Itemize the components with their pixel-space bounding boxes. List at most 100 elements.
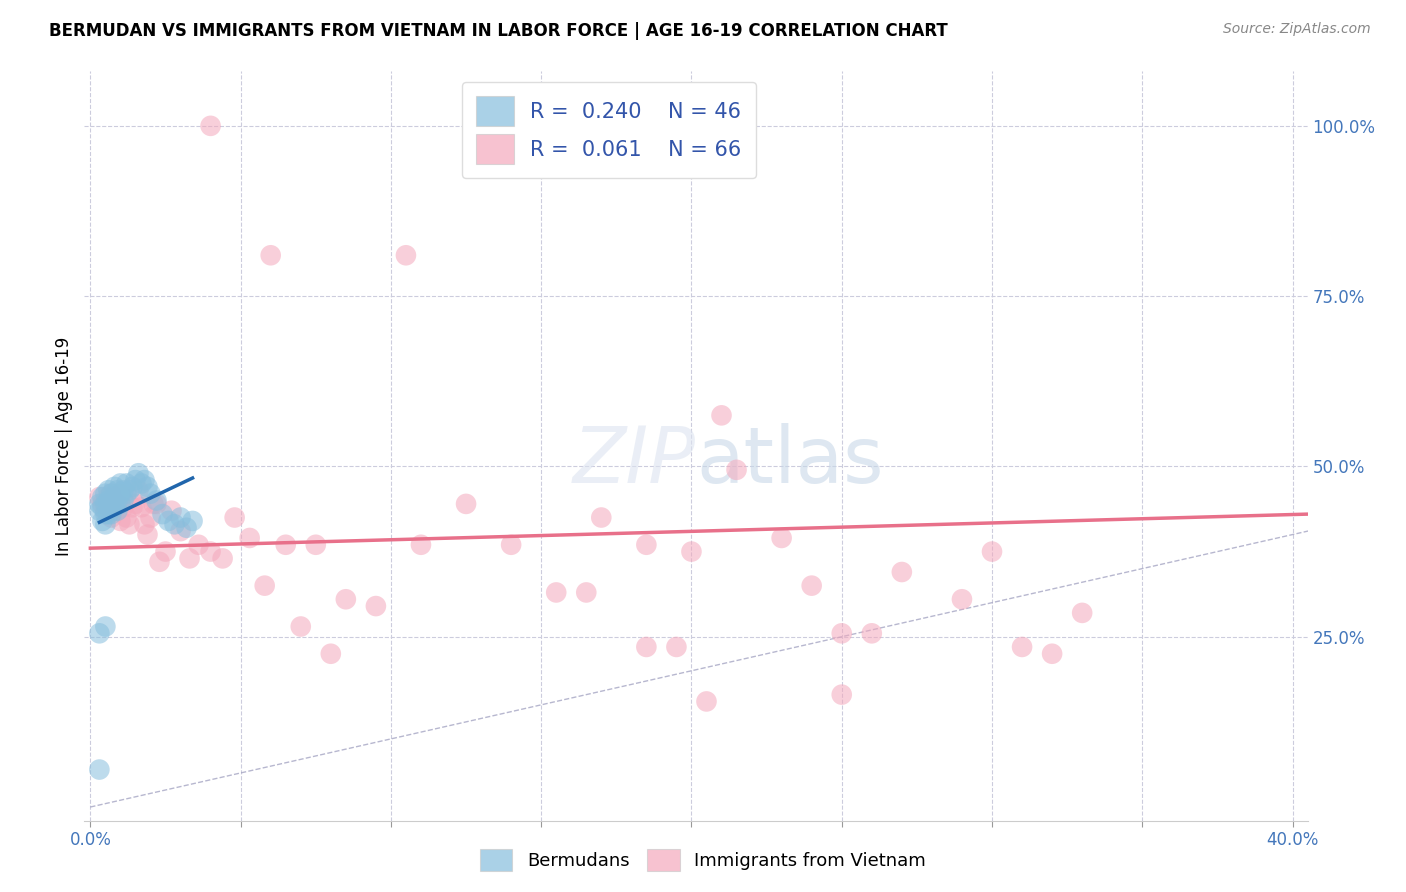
Point [860, 626, 883, 640]
Point [100, 486, 122, 500]
Point [409, 538, 432, 552]
Point [187, 538, 209, 552]
Point [501, 538, 523, 552]
Point [97, 493, 120, 508]
Point [124, 497, 146, 511]
Point [546, 585, 568, 599]
Point [148, 555, 170, 569]
Point [103, 500, 125, 515]
Text: BERMUDAN VS IMMIGRANTS FROM VIETNAM IN LABOR FORCE | AGE 16-19 CORRELATION CHART: BERMUDAN VS IMMIGRANTS FROM VIETNAM IN L… [49, 22, 948, 40]
Point [103, 504, 125, 518]
Point [115, 510, 138, 524]
Legend: Bermudans, Immigrants from Vietnam: Bermudans, Immigrants from Vietnam [472, 842, 934, 879]
Point [160, 504, 183, 518]
Point [97, 490, 120, 504]
Point [110, 486, 132, 500]
Point [831, 626, 853, 640]
Point [107, 493, 129, 508]
Point [305, 538, 328, 552]
Point [91, 500, 114, 515]
Point [134, 473, 156, 487]
Text: Source: ZipAtlas.com: Source: ZipAtlas.com [1223, 22, 1371, 37]
Point [107, 504, 129, 518]
Point [107, 497, 129, 511]
Point [152, 507, 174, 521]
Point [127, 467, 149, 481]
Point [636, 640, 658, 654]
Point [591, 510, 613, 524]
Point [770, 531, 793, 545]
Y-axis label: In Labor Force | Age 16-19: In Labor Force | Age 16-19 [55, 336, 73, 556]
Point [831, 688, 853, 702]
Point [112, 493, 135, 508]
Point [100, 486, 122, 500]
Point [136, 527, 159, 541]
Point [710, 409, 733, 423]
Point [335, 592, 357, 607]
Point [290, 619, 312, 633]
Point [118, 483, 141, 498]
Point [91, 514, 114, 528]
Text: atlas: atlas [696, 423, 883, 499]
Point [139, 510, 162, 524]
Point [112, 483, 135, 498]
Point [454, 497, 477, 511]
Point [224, 510, 246, 524]
Text: ZIP: ZIP [574, 423, 696, 499]
Point [169, 510, 191, 524]
Point [211, 551, 233, 566]
Point [115, 486, 138, 500]
Point [1011, 640, 1033, 654]
Point [121, 480, 143, 494]
Point [319, 647, 342, 661]
Point [110, 497, 132, 511]
Point [364, 599, 387, 613]
Point [136, 480, 159, 494]
Point [575, 585, 598, 599]
Point [890, 565, 912, 579]
Point [131, 476, 153, 491]
Point [665, 640, 688, 654]
Point [260, 248, 283, 262]
Point [121, 500, 143, 515]
Point [200, 544, 222, 558]
Point [124, 473, 146, 487]
Point [91, 490, 114, 504]
Point [131, 500, 153, 515]
Point [200, 119, 222, 133]
Point [107, 483, 129, 498]
Point [89, 504, 111, 518]
Point [981, 544, 1004, 558]
Point [142, 497, 165, 511]
Point [163, 517, 186, 532]
Point [636, 538, 658, 552]
Point [110, 514, 132, 528]
Point [169, 524, 191, 538]
Point [179, 551, 201, 566]
Point [800, 579, 823, 593]
Point [89, 490, 111, 504]
Point [134, 517, 156, 532]
Point [110, 476, 132, 491]
Point [89, 626, 111, 640]
Point [395, 248, 418, 262]
Point [1040, 647, 1063, 661]
Point [157, 514, 180, 528]
Point [97, 507, 120, 521]
Point [100, 497, 122, 511]
Point [100, 507, 122, 521]
Point [103, 490, 125, 504]
Point [94, 486, 117, 500]
Point [94, 504, 117, 518]
Point [89, 763, 111, 777]
Point [94, 517, 117, 532]
Point [103, 480, 125, 494]
Point [100, 510, 122, 524]
Point [97, 483, 120, 498]
Point [695, 694, 717, 708]
Point [145, 497, 167, 511]
Point [681, 544, 703, 558]
Point [115, 476, 138, 491]
Point [155, 544, 177, 558]
Point [181, 514, 204, 528]
